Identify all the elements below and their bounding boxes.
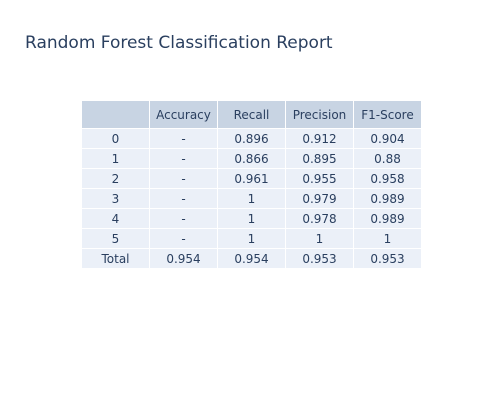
header-recall: Recall: [217, 100, 286, 129]
recall-value: 0.896: [217, 128, 286, 149]
recall-value: 1: [217, 228, 286, 249]
recall-value: 0.866: [217, 148, 286, 169]
recall-value: 0.954: [217, 248, 286, 269]
table-row: 1 - 0.866 0.895 0.88: [81, 148, 422, 169]
accuracy-value: -: [149, 148, 218, 169]
f1-value: 0.904: [353, 128, 422, 149]
row-label: Total: [81, 248, 150, 269]
f1-value: 0.989: [353, 208, 422, 229]
accuracy-value: -: [149, 128, 218, 149]
header-label-cell: [81, 100, 150, 129]
row-label: 4: [81, 208, 150, 229]
accuracy-value: -: [149, 188, 218, 209]
header-accuracy: Accuracy: [149, 100, 218, 129]
table-row: 0 - 0.896 0.912 0.904: [81, 128, 422, 149]
recall-value: 1: [217, 208, 286, 229]
precision-value: 1: [285, 228, 354, 249]
chart-title: Random Forest Classification Report: [25, 33, 333, 53]
f1-value: 0.989: [353, 188, 422, 209]
precision-value: 0.895: [285, 148, 354, 169]
f1-value: 0.958: [353, 168, 422, 189]
row-label: 1: [81, 148, 150, 169]
header-precision: Precision: [285, 100, 354, 129]
f1-value: 0.88: [353, 148, 422, 169]
table-row-total: Total 0.954 0.954 0.953 0.953: [81, 248, 422, 269]
recall-value: 1: [217, 188, 286, 209]
row-label: 5: [81, 228, 150, 249]
precision-value: 0.955: [285, 168, 354, 189]
table-row: 3 - 1 0.979 0.989: [81, 188, 422, 209]
f1-value: 0.953: [353, 248, 422, 269]
row-label: 2: [81, 168, 150, 189]
f1-value: 1: [353, 228, 422, 249]
precision-value: 0.979: [285, 188, 354, 209]
header-f1-score: F1-Score: [353, 100, 422, 129]
precision-value: 0.912: [285, 128, 354, 149]
table-header-row: Accuracy Recall Precision F1-Score: [81, 100, 422, 129]
row-label: 0: [81, 128, 150, 149]
row-label: 3: [81, 188, 150, 209]
precision-value: 0.978: [285, 208, 354, 229]
accuracy-value: 0.954: [149, 248, 218, 269]
table-row: 4 - 1 0.978 0.989: [81, 208, 422, 229]
table-row: 2 - 0.961 0.955 0.958: [81, 168, 422, 189]
precision-value: 0.953: [285, 248, 354, 269]
classification-report-table: Accuracy Recall Precision F1-Score 0 - 0…: [81, 100, 422, 269]
accuracy-value: -: [149, 228, 218, 249]
accuracy-value: -: [149, 168, 218, 189]
table-row: 5 - 1 1 1: [81, 228, 422, 249]
recall-value: 0.961: [217, 168, 286, 189]
accuracy-value: -: [149, 208, 218, 229]
